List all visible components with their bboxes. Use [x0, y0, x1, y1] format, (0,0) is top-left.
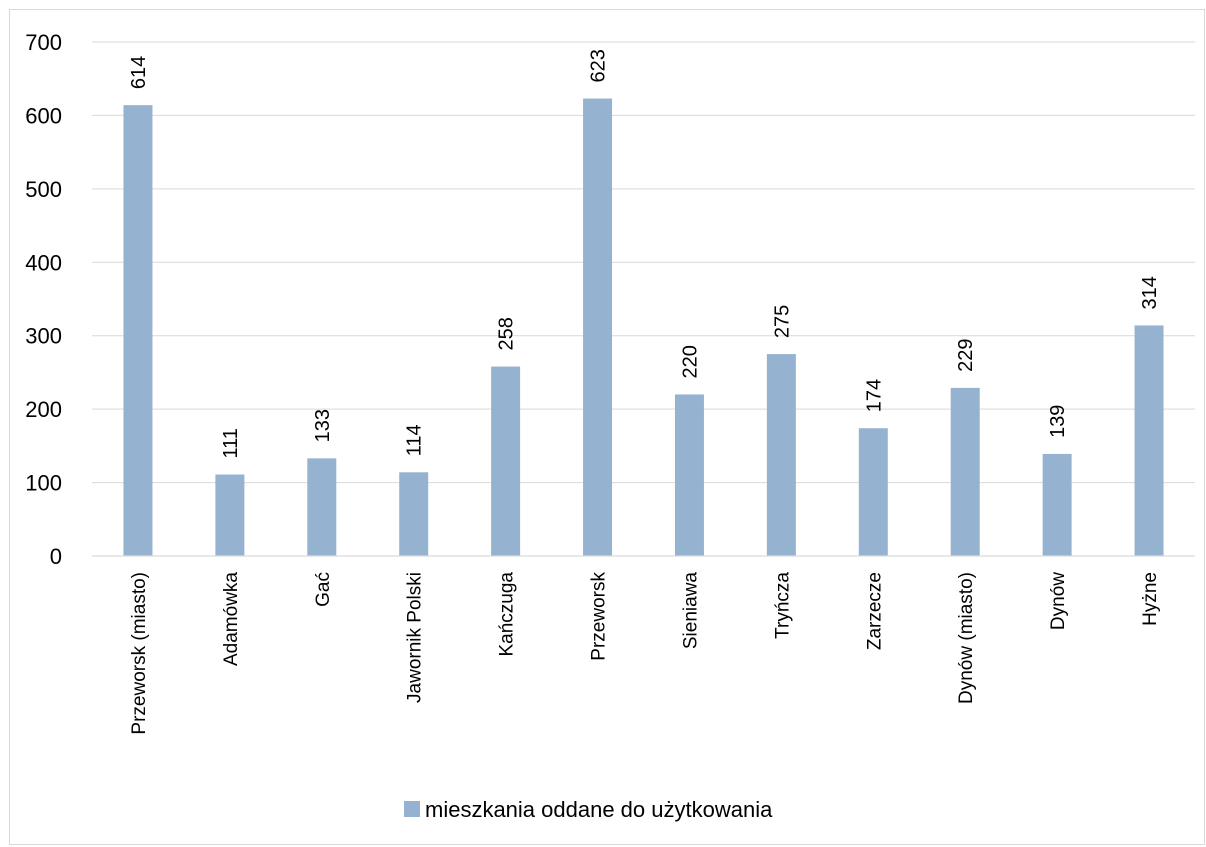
category-label: Sieniawa — [680, 572, 701, 650]
category-label: Przeworsk — [589, 572, 610, 661]
y-axis-tick-labels: 0 100 200 300 400 500 600 700 — [25, 30, 62, 569]
category-label: Dynów (miasto) — [956, 572, 977, 704]
category-label: Jawornik Polski — [405, 572, 426, 703]
bar — [123, 105, 153, 557]
legend: mieszkania oddane do użytkowania — [404, 797, 773, 822]
bars — [123, 98, 1164, 557]
data-label: 229 — [955, 338, 977, 371]
bar — [858, 428, 888, 556]
bar — [674, 394, 704, 556]
bar — [1042, 453, 1072, 556]
y-tick-label: 200 — [25, 397, 62, 422]
category-label: Kańczuga — [497, 572, 518, 657]
data-label: 139 — [1047, 405, 1069, 438]
data-label: 174 — [863, 379, 885, 412]
gridlines — [92, 41, 1195, 484]
bar — [583, 98, 613, 556]
y-tick-label: 400 — [25, 250, 62, 275]
legend-label: mieszkania oddane do użytkowania — [425, 797, 773, 822]
category-label: Tryńcza — [772, 572, 793, 639]
bar — [307, 458, 337, 556]
bar — [399, 472, 429, 556]
data-label: 275 — [771, 305, 793, 338]
y-tick-label: 600 — [25, 103, 62, 128]
category-label: Hyżne — [1140, 572, 1161, 626]
category-label: Dynów — [1048, 572, 1069, 630]
y-tick-label: 300 — [25, 324, 62, 349]
y-tick-label: 700 — [25, 30, 62, 55]
category-label: Przeworsk (miasto) — [129, 572, 150, 735]
x-axis-category-labels: Przeworsk (miasto) Adamówka Gać Jawornik Po… — [129, 572, 1161, 735]
bar — [950, 387, 980, 556]
data-label: 314 — [1139, 276, 1161, 309]
category-label: Adamówka — [221, 572, 242, 666]
category-label: Zarzecze — [864, 572, 885, 650]
bar — [766, 354, 796, 556]
data-label: 111 — [220, 428, 242, 458]
legend-swatch — [404, 801, 420, 817]
data-label: 614 — [128, 56, 150, 89]
data-label: 220 — [679, 345, 701, 378]
data-labels: 614 111 133 114 258 623 220 275 174 229 139 314 — [128, 49, 1161, 458]
data-label: 623 — [588, 49, 610, 82]
y-tick-label: 100 — [25, 471, 62, 496]
bar — [1134, 325, 1164, 556]
y-tick-label: 500 — [25, 177, 62, 202]
category-label: Gać — [313, 572, 334, 607]
bar — [491, 366, 521, 556]
data-label: 258 — [496, 317, 518, 350]
data-label: 114 — [404, 424, 426, 456]
data-label: 133 — [312, 409, 334, 442]
bar — [215, 474, 245, 556]
y-tick-label: 0 — [50, 544, 62, 569]
